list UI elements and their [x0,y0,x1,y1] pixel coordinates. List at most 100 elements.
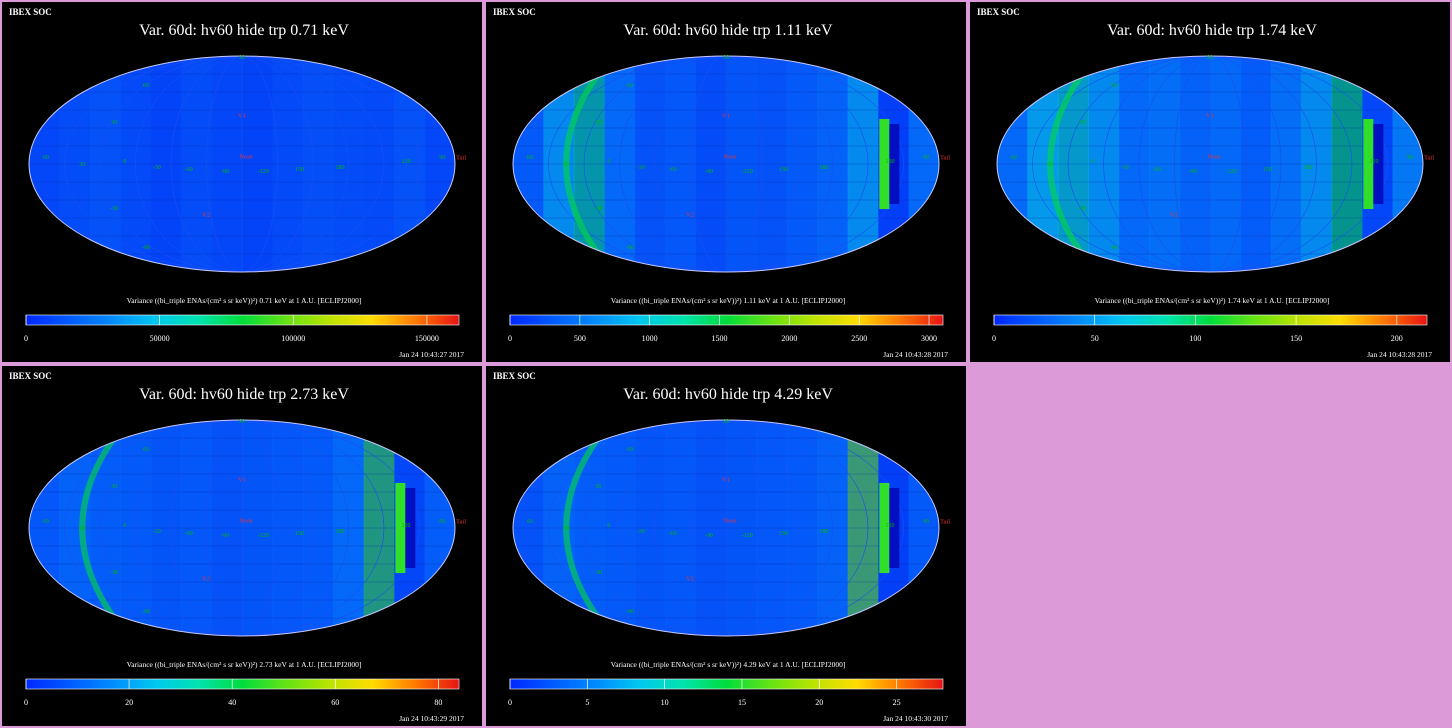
grid-label: -30 [594,570,603,577]
grid-label: 0 [1091,159,1095,165]
colorbar-tick-label: 25 [892,698,901,707]
panel-title: Var. 60d: hv60 hide trp 4.29 keV [623,386,833,403]
grid-label: 0 [123,159,127,165]
colorbar-tick-label: 5 [585,698,590,707]
ribbon-band [879,119,890,209]
grid-label: -60 [1110,245,1119,252]
colorbar-tick-label: 150 [1290,334,1303,343]
grid-label: -60 [1152,167,1161,173]
colorbar-tick-label: 0 [508,334,512,343]
ribbon-band [1363,119,1374,209]
grid-label: 180 [1303,165,1313,171]
grid-label: 0 [123,523,127,529]
colorbar-label: Variance ((bi_triple ENAs/(cm² s sr keV)… [1094,296,1330,305]
grid-label: -30 [1078,206,1087,213]
bright-arc [1047,58,1096,270]
grid-label: -60 [668,167,677,173]
marker-label: V1 [722,476,730,484]
marker-label: V2 [686,575,694,583]
ribbon-band [395,483,406,573]
marker-label: Tail [939,154,951,162]
grid-label: 150 [295,531,304,537]
grid-label: -120 [257,169,269,175]
bright-arc [79,422,128,634]
grid-label: -90 [704,169,713,175]
grid-label: -60 [142,609,151,616]
header-tag: IBEX SOC [9,371,52,381]
sky-map-svg [509,419,944,690]
colorbar-tick-label: 3000 [921,334,938,343]
grid-label: 60 [627,83,634,90]
grid-label: 0 [607,159,611,165]
colorbar-tick-label: 0 [508,698,512,707]
colorbar-tick-label: 2500 [851,334,868,343]
colorbar-tick-label: 150000 [414,334,439,343]
marker-label: V2 [686,211,694,219]
grid-label: 90 [923,519,930,525]
header-tag: IBEX SOC [977,7,1020,17]
grid-label: 120 [885,159,895,165]
marker-label: Nose [723,517,737,525]
grid-label: -30 [152,165,161,171]
timestamp: Jan 24 10:43:29 2017 [399,714,464,723]
grid-label: -120 [741,533,753,539]
grid-label: 30 [111,119,118,126]
grid-label: 150 [779,531,788,537]
grid-label: 90 [1407,155,1414,161]
grid-label: 30 [1079,119,1086,126]
grid-label: 30 [563,526,570,532]
grid-label: -60 [626,609,635,616]
grid-label: 60 [527,155,534,161]
grid-label: 60 [43,155,50,161]
grid-label: -30 [1120,165,1129,171]
grid-label: -30 [110,570,119,577]
colorbar-tick-label: 15 [737,698,746,707]
panel-title: Var. 60d: hv60 hide trp 0.71 keV [139,22,349,39]
grid-label: 90 [239,55,245,61]
colorbar-tick-label: 0 [24,698,28,707]
grid-label: -60 [184,167,193,173]
marker-label: Nose [239,517,253,525]
grid-label: 0 [607,523,611,529]
grid-label: 60 [143,447,150,454]
colorbar-tick-label: 60 [331,698,340,707]
grid-label: -120 [1225,169,1237,175]
grid-label: 60 [1111,83,1118,90]
grid-label: 90 [239,419,245,425]
grid-label: -90 [220,533,229,539]
colorbar-tick-label: 500 [573,334,586,343]
grid-label: -60 [184,531,193,537]
colorbar-tick-label: 1500 [711,334,728,343]
grid-label: 180 [819,165,829,171]
grid-label: 90 [923,155,930,161]
marker-label: Nose [723,153,737,161]
colorbar-tick-label: 20 [125,698,134,707]
ribbon-band [879,483,890,573]
colorbar-tick-label: 100000 [281,334,306,343]
grid-label: 30 [111,483,118,490]
colorbar [993,314,1428,326]
timestamp: Jan 24 10:43:28 2017 [1367,350,1432,359]
map-panel-2-73kev: IBEX SOC Var. 60d: hv60 hide trp 2.73 ke… [2,366,482,726]
grid-label: 150 [779,167,788,173]
marker-label: Tail [1423,154,1435,162]
grid-label: 90 [723,55,729,61]
colorbar-tick-label: 0 [992,334,996,343]
colorbar-label: Variance ((bi_triple ENAs/(cm² s sr keV)… [610,296,846,305]
map-panel-0-71kev: IBEX SOC Var. 60d: hv60 hide trp 0.71 ke… [2,2,482,362]
marker-label: Tail [455,518,467,526]
header-tag: IBEX SOC [9,7,52,17]
map-panel-1-11kev: IBEX SOC Var. 60d: hv60 hide trp 1.11 ke… [486,2,966,362]
marker-label: Nose [1207,153,1221,161]
bright-arc [563,58,612,270]
timestamp: Jan 24 10:43:30 2017 [883,714,948,723]
grid-label: 150 [1263,167,1272,173]
grid-label: -30 [636,529,645,535]
colorbar-label: Variance ((bi_triple ENAs/(cm² s sr keV)… [126,296,362,305]
grid-label: -90 [704,533,713,539]
grid-label: -60 [142,245,151,252]
panel-title: Var. 60d: hv60 hide trp 2.73 keV [139,386,349,403]
grid-label: 180 [335,529,345,535]
sky-map-svg [25,55,460,326]
grid-label: 90 [439,519,446,525]
